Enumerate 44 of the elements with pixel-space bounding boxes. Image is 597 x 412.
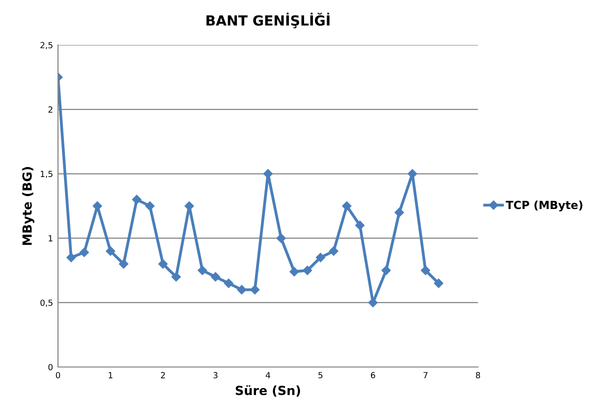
point [263, 169, 273, 178]
legend-label: TCP (MByte) [506, 200, 582, 212]
x-tick-label: 5 [318, 372, 322, 378]
x-tick-label: 4 [266, 372, 270, 378]
point [355, 220, 364, 230]
point [316, 252, 326, 262]
point [132, 194, 142, 204]
x-tick-label: 2 [160, 372, 165, 378]
point [119, 259, 128, 269]
point [250, 285, 260, 294]
point [224, 278, 234, 288]
y-tick-label: 0,5 [40, 300, 52, 307]
point [145, 201, 154, 211]
y-tick-label: 2,5 [40, 42, 52, 50]
point [290, 267, 299, 276]
x-tick-label: 0 [56, 372, 60, 378]
y-axis-title: MByte (BG) [22, 167, 34, 245]
point [172, 272, 181, 282]
point [106, 246, 116, 256]
point [382, 266, 391, 276]
point [158, 259, 168, 269]
x-tick-label: 1 [108, 372, 112, 378]
point [329, 246, 338, 256]
x-tick-label: 8 [476, 372, 480, 378]
point [210, 272, 220, 282]
x-tick-label: 6 [370, 372, 376, 378]
chart-title: BANT GENİŞLİĞİ [206, 12, 330, 28]
x-axis-title: Süre (Sn) [236, 385, 300, 397]
y-tick-label: 1 [48, 235, 52, 242]
x-tick-label: 7 [424, 372, 428, 378]
point [80, 248, 89, 257]
point [276, 234, 286, 243]
point [420, 266, 430, 276]
point [66, 252, 76, 262]
point [342, 201, 352, 211]
x-tick-label: 3 [213, 372, 218, 378]
point [302, 266, 312, 276]
point [237, 285, 246, 294]
point [394, 208, 404, 218]
y-tick-label: 0 [48, 364, 53, 370]
y-tick-label: 1,5 [40, 170, 52, 178]
point [198, 266, 207, 276]
point [434, 278, 444, 288]
y-tick-label: 2 [48, 106, 52, 113]
